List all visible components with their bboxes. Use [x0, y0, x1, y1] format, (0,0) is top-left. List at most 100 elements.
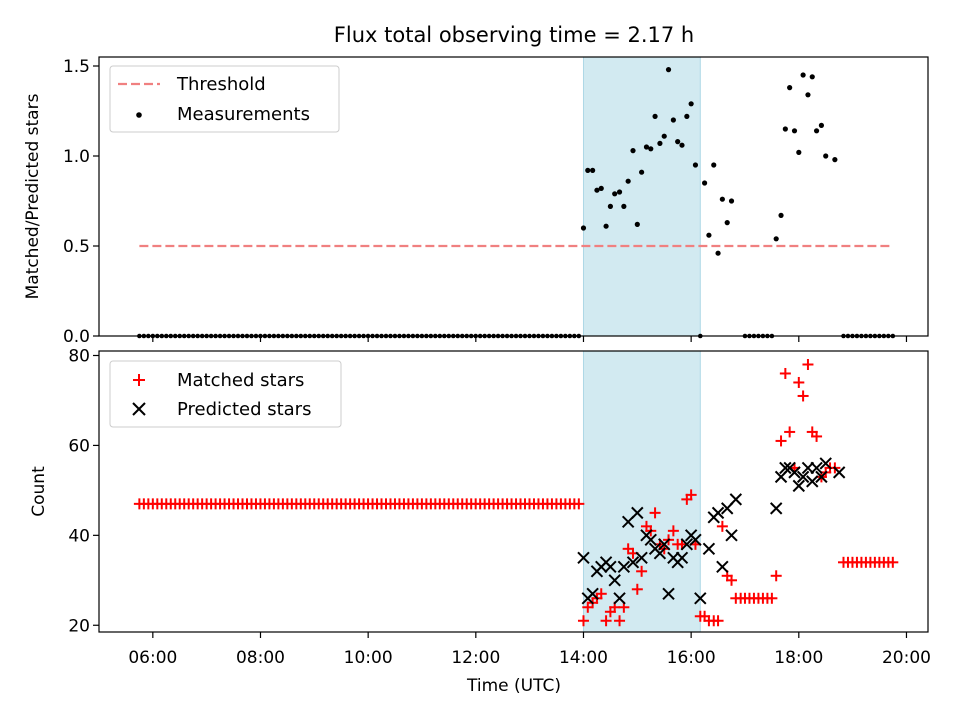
measurement-point	[778, 212, 784, 218]
predicted-point	[662, 587, 675, 600]
predicted-point	[694, 592, 707, 605]
observing-window-bottom	[582, 350, 701, 633]
measurement-point	[665, 67, 672, 73]
predicted-point	[711, 506, 725, 520]
top-y-axis-label: Matched/Predicted stars	[23, 93, 43, 299]
top-plot-frame	[98, 56, 929, 337]
measurement-point	[706, 232, 712, 238]
predicted-point	[729, 493, 743, 506]
measurement-point	[639, 169, 645, 175]
x-tick-label: 06:00	[128, 648, 177, 668]
bottom-y-ticks: 20 40 60 80	[68, 346, 99, 636]
matched-point	[811, 430, 823, 442]
measurement-point	[818, 122, 825, 128]
bottom-y-tick-label: 80	[68, 346, 90, 366]
x-tick-label: 08:00	[236, 648, 285, 668]
measurement-point	[630, 148, 636, 154]
predicted-point	[675, 551, 689, 565]
matched-point	[577, 615, 589, 627]
matched-point	[716, 520, 728, 532]
measurement-point	[603, 223, 609, 229]
predicted-point	[810, 461, 823, 475]
legend-measurements-label: Measurements	[177, 104, 310, 125]
legend-measurements-swatch	[136, 112, 142, 118]
predicted-point	[604, 560, 617, 574]
measurement-point	[728, 198, 735, 204]
matched-point	[770, 570, 782, 582]
bottom-y-tick-label: 20	[68, 616, 90, 636]
measurement-point	[719, 196, 725, 202]
measurement-point	[800, 72, 806, 78]
matched-star-points	[577, 358, 841, 627]
predicted-point	[608, 574, 621, 587]
predicted-point	[653, 547, 667, 560]
measurement-point	[675, 139, 681, 145]
bottom-x-ticks: 06:00 08:00 10:00 12:00 14:00 16:00 18:00 20:00	[128, 632, 931, 668]
measurement-point	[580, 225, 587, 231]
matched-point	[712, 615, 724, 627]
matched-point	[784, 426, 796, 438]
predicted-star-points	[577, 457, 846, 605]
measurement-point	[711, 162, 717, 168]
legend-matched-swatch	[133, 374, 145, 386]
matched-point	[887, 556, 899, 568]
measurement-point	[621, 203, 627, 209]
measurement-point	[590, 167, 596, 173]
matched-point	[726, 574, 738, 586]
matched-point	[802, 358, 814, 370]
x-tick-label: 16:00	[667, 648, 716, 668]
x-tick-label: 20:00	[882, 648, 931, 668]
measurement-point	[634, 221, 640, 227]
chart-title: Flux total observing time = 2.17 h	[334, 23, 694, 47]
measurement-point	[652, 113, 658, 119]
predicted-point	[635, 551, 648, 565]
top-x-ticks	[152, 336, 908, 342]
measurement-point	[607, 203, 613, 209]
measurement-point	[661, 133, 667, 139]
x-tick-label: 18:00	[774, 648, 823, 668]
measurement-point	[594, 187, 600, 193]
matched-point	[636, 565, 648, 577]
measurement-point	[657, 140, 663, 146]
bottom-y-tick-label: 60	[68, 436, 90, 456]
measurement-points	[580, 67, 838, 256]
legend-threshold-label: Threshold	[176, 74, 266, 95]
matched-point	[600, 615, 612, 627]
predicted-point	[716, 560, 729, 574]
measurement-point	[791, 128, 798, 134]
x-axis-label: Time (UTC)	[466, 676, 561, 696]
bottom-plot-frame	[98, 350, 929, 633]
measurement-point	[670, 117, 676, 123]
predicted-point	[631, 506, 644, 520]
matched-point	[631, 583, 643, 595]
predicted-point	[769, 502, 783, 515]
top-y-tick-label: 1.0	[63, 147, 90, 167]
measurement-point	[625, 178, 631, 184]
matched-point	[685, 489, 697, 501]
matched-point	[766, 592, 778, 604]
bottom-legend: Matched stars Predicted stars	[109, 360, 342, 428]
predicted-point	[796, 470, 810, 484]
matched-point	[595, 588, 607, 600]
matched-point	[573, 498, 585, 510]
predicted-point	[806, 475, 819, 488]
matched-point	[775, 435, 787, 447]
legend-matched-label: Matched stars	[177, 370, 304, 391]
legend-predicted-label: Predicted stars	[177, 399, 311, 420]
top-legend-box	[109, 65, 340, 133]
matched-point	[797, 390, 809, 402]
measurement-point	[648, 146, 654, 152]
measurement-point	[724, 220, 730, 226]
measurement-point	[585, 167, 591, 173]
measurement-point	[796, 149, 802, 155]
measurement-point	[684, 113, 690, 119]
predicted-point	[819, 457, 832, 470]
matched-point	[614, 615, 626, 627]
predicted-point	[586, 587, 599, 600]
x-tick-label: 14:00	[559, 648, 608, 668]
predicted-point	[613, 592, 626, 605]
predicted-point	[792, 479, 806, 493]
predicted-point	[680, 538, 694, 551]
measurement-point	[813, 128, 820, 134]
